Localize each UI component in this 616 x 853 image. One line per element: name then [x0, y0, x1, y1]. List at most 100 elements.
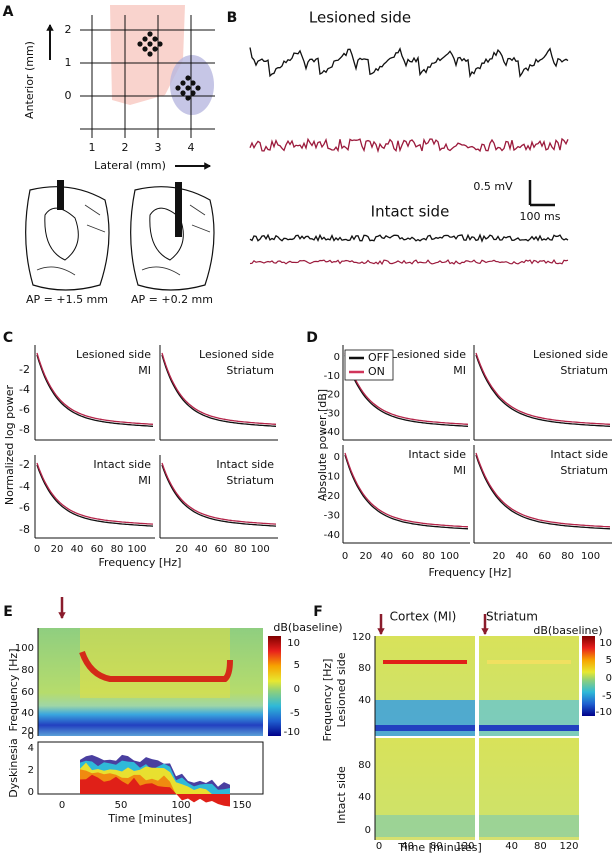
tick-label: 60 [401, 551, 414, 562]
tick-label: 5 [606, 655, 612, 666]
subplot-title: Intact side [216, 458, 274, 471]
tick-label: -6 [19, 403, 30, 416]
tick-label: -20 [324, 491, 340, 502]
axis-label: Anterior (mm) [23, 41, 36, 119]
tick-label: 120 [455, 841, 474, 852]
tick-label: 120 [559, 841, 578, 852]
spectrogram-band [80, 628, 230, 698]
panel-letter: C [3, 330, 13, 346]
trace [344, 352, 469, 425]
tick-label: -10 [284, 727, 300, 738]
dot [190, 80, 196, 86]
dot [190, 90, 196, 96]
tick-label: -10 [324, 371, 340, 382]
tick-label: 0 [294, 684, 300, 695]
axis-label: Time [minutes] [397, 841, 482, 853]
trace [36, 464, 154, 527]
tick-label: 0 [342, 551, 348, 562]
legend-label: ON [368, 365, 385, 378]
arrow [204, 162, 212, 170]
tick-label: 1 [89, 141, 96, 154]
panel-letter: B [227, 10, 238, 26]
brain-structure [141, 204, 211, 276]
tick-label: -2 [19, 363, 30, 376]
tick-label: 100 [251, 544, 270, 555]
tick-label: -30 [324, 408, 340, 419]
tick-label: 120 [352, 632, 371, 643]
tick-label: 60 [91, 544, 104, 555]
subplot-title: MI [138, 474, 151, 487]
tick-label: 1 [65, 56, 72, 69]
dot [147, 41, 153, 47]
panel-letter: F [313, 604, 323, 620]
tick-label: 150 [232, 800, 251, 811]
panel-letter: A [3, 4, 14, 20]
tick-label: 40 [515, 551, 528, 562]
tick-label: 0 [28, 731, 34, 742]
electrode [57, 180, 64, 210]
tick-label: 80 [430, 841, 443, 852]
tick-label: 80 [561, 551, 574, 562]
section-label: AP = +1.5 mm [26, 293, 108, 306]
dot [142, 46, 148, 52]
spectrogram-band [479, 725, 579, 731]
tick-label: 20 [493, 551, 506, 562]
subplot-title: Lesioned side [391, 348, 466, 361]
trace [161, 462, 277, 525]
tick-label: -6 [19, 501, 30, 514]
tick-label: 0 [65, 89, 72, 102]
trace [161, 464, 277, 527]
tick-label: 80 [534, 841, 547, 852]
tick-label: 40 [505, 841, 518, 852]
panel-letter: D [306, 330, 318, 346]
tick-label: 2 [28, 765, 34, 776]
tick-label: -8 [19, 523, 30, 536]
colorbar [582, 636, 595, 716]
tick-label: 100 [15, 643, 34, 654]
tick-label: -4 [19, 383, 30, 396]
subplot-title: Striatum [226, 364, 274, 377]
trace [344, 454, 469, 530]
brain-section [130, 186, 215, 291]
tick-label: 10 [599, 638, 612, 649]
tick-label: -2 [19, 458, 30, 471]
panel-letter: E [3, 604, 13, 620]
arrow [46, 23, 54, 31]
trace [475, 354, 611, 427]
tick-label: -8 [19, 423, 30, 436]
row-label: Intact side [335, 766, 348, 824]
trace [161, 352, 277, 425]
dot [157, 41, 163, 47]
tick-label: 20 [360, 551, 373, 562]
row-label: Lesioned side [335, 652, 348, 727]
axis-label: Frequency [Hz] [321, 659, 334, 742]
tick-label: 0 [365, 825, 371, 836]
subplot-title: MI [138, 364, 151, 377]
trace [475, 352, 611, 425]
tick-label: 2 [65, 23, 72, 36]
tick-label: 40 [358, 695, 371, 706]
tick-label: 80 [234, 544, 247, 555]
subplot-title: Lesioned side [76, 348, 151, 361]
tick-label: 80 [358, 663, 371, 674]
dot [185, 75, 191, 81]
dot [147, 51, 153, 57]
electrode [175, 182, 182, 237]
dot [195, 85, 201, 91]
spectrogram-band [79, 650, 233, 682]
trace [249, 233, 569, 243]
tick-label: 0 [606, 673, 612, 684]
tick-label: 0 [28, 787, 34, 798]
tick-label: 4 [188, 141, 195, 154]
axis-label: Frequency [Hz] [429, 566, 512, 579]
tick-label: -40 [324, 427, 340, 438]
tick-label: 40 [401, 841, 414, 852]
trace [249, 47, 569, 79]
axis-label: Time [minutes] [107, 812, 192, 825]
axis-label: Normalized log power [3, 384, 16, 505]
tick-label: 100 [127, 544, 146, 555]
tick-label: 20 [175, 544, 188, 555]
arrow [377, 628, 385, 636]
tick-label: 40 [71, 544, 84, 555]
